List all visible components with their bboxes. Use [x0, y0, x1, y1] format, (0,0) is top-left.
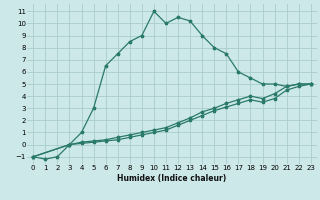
X-axis label: Humidex (Indice chaleur): Humidex (Indice chaleur): [117, 174, 227, 183]
